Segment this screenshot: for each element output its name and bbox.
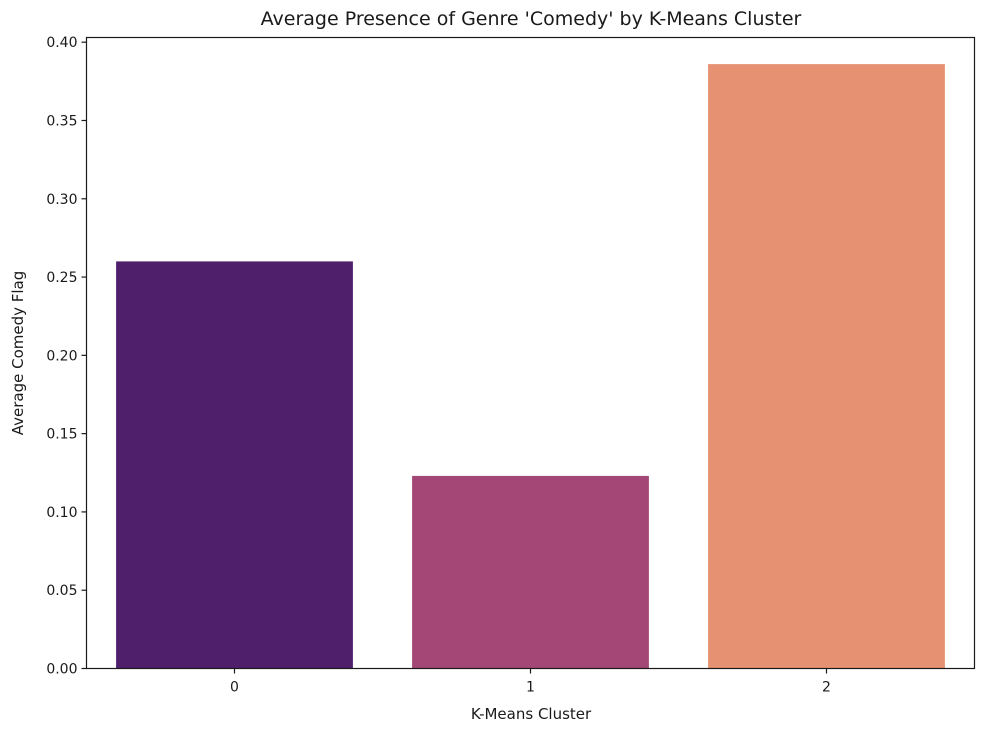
y-tick-label: 0.35	[46, 113, 77, 129]
y-axis-ticks: 0.00 0.05 0.10 0.15 0.20 0.25 0.30 0.35 0.40	[46, 35, 87, 678]
plot-frame	[85, 36, 976, 670]
y-tick-label: 0.30	[46, 192, 77, 208]
x-tick-label: 0	[230, 680, 239, 696]
y-tick-label: 0.00	[46, 662, 77, 678]
bar-cluster-2	[708, 64, 945, 669]
x-axis-label: K-Means Cluster	[471, 705, 592, 723]
y-axis-label: Average Comedy Flag	[9, 271, 27, 436]
y-tick-label: 0.05	[46, 583, 77, 599]
x-tick-label: 1	[526, 680, 535, 696]
y-tick-label: 0.10	[46, 505, 77, 521]
chart-title: Average Presence of Genre 'Comedy' by K-…	[261, 8, 802, 30]
x-axis-ticks: 0 1 2	[230, 668, 831, 696]
x-tick-label: 2	[822, 680, 831, 696]
bar-cluster-1	[412, 475, 649, 669]
bars-group	[116, 64, 945, 669]
y-tick-label: 0.15	[46, 427, 77, 443]
bar-cluster-0	[116, 261, 353, 669]
y-tick-label: 0.20	[46, 348, 77, 364]
y-tick-label: 0.25	[46, 270, 77, 286]
y-tick-label: 0.40	[46, 35, 77, 51]
